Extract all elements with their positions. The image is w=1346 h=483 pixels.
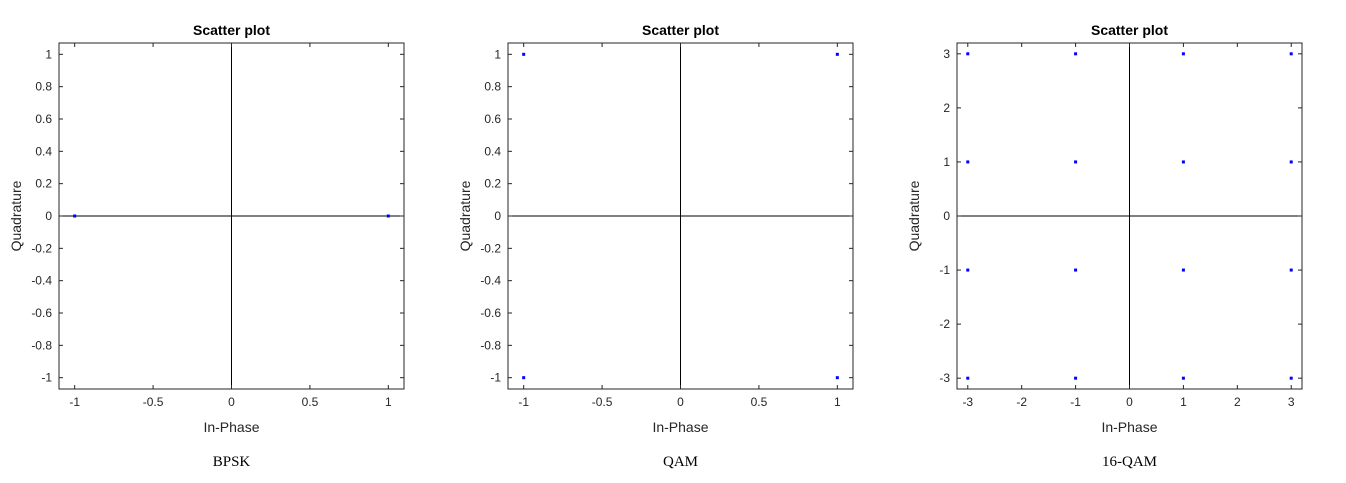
y-tick-label: 0.8 — [484, 80, 501, 94]
x-tick-label: -1 — [69, 395, 80, 409]
y-tick-label: 0.6 — [484, 112, 501, 126]
x-tick-label: 3 — [1288, 395, 1295, 409]
figure-caption: QAM — [663, 454, 698, 470]
y-tick-label: 0.2 — [484, 177, 501, 191]
y-tick-label: -0.2 — [480, 241, 501, 255]
x-tick-label: 0.5 — [302, 395, 319, 409]
data-point — [1289, 52, 1293, 56]
y-tick-label: 1 — [943, 155, 950, 169]
y-tick-label: -0.8 — [31, 338, 52, 352]
x-tick-label: 0 — [677, 395, 684, 409]
data-point — [522, 376, 526, 380]
data-point — [1181, 160, 1185, 164]
data-point — [966, 268, 970, 272]
y-axis-label: Quadrature — [906, 180, 922, 251]
data-point — [966, 52, 970, 56]
scatter-panel-bpsk: -1 -0.5 0 0.5 1 -1 -0.8 -0.6 -0.4 -0.2 0 0.2 0.4 0.6 0… — [8, 22, 405, 470]
y-tick-label: -0.4 — [480, 274, 501, 288]
x-tick-label: -0.5 — [592, 395, 613, 409]
y-tick-label: -2 — [939, 317, 950, 331]
y-tick-label: 2 — [943, 101, 950, 115]
y-tick-label: -1 — [490, 371, 501, 385]
data-point — [1181, 268, 1185, 272]
y-tick-label: 0.2 — [35, 177, 52, 191]
y-tick-label: 0.6 — [35, 112, 52, 126]
x-tick-label: 0 — [228, 395, 235, 409]
chart-title: Scatter plot — [193, 22, 270, 38]
y-tick-label: 0.4 — [484, 144, 501, 158]
y-tick-label: -0.8 — [480, 338, 501, 352]
data-point — [1181, 376, 1185, 380]
data-point — [1289, 268, 1293, 272]
figure-caption: 16-QAM — [1102, 454, 1157, 470]
x-tick-label: -1 — [518, 395, 529, 409]
y-tick-label: -0.4 — [31, 274, 52, 288]
x-tick-label: 0 — [1126, 395, 1133, 409]
data-point — [835, 376, 839, 380]
x-tick-label: 1 — [834, 395, 841, 409]
scatter-panel-qam: -1 -0.5 0 0.5 1 -1 -0.8 -0.6 -0.4 -0.2 0 0.2 0.4 0.6 0… — [457, 22, 854, 470]
x-tick-label: 1 — [385, 395, 392, 409]
x-tick-label: -3 — [962, 395, 973, 409]
data-point — [1181, 52, 1185, 56]
data-point — [1289, 376, 1293, 380]
x-tick-label: 2 — [1234, 395, 1241, 409]
y-tick-label: 3 — [943, 47, 950, 61]
data-point — [1074, 52, 1078, 56]
data-point — [1074, 376, 1078, 380]
y-tick-label: -0.6 — [480, 306, 501, 320]
y-tick-label: -0.6 — [31, 306, 52, 320]
y-tick-label: -1 — [41, 371, 52, 385]
x-axis-label: In-Phase — [203, 419, 259, 435]
y-tick-label: -1 — [939, 263, 950, 277]
data-point — [522, 52, 526, 56]
y-tick-label: 0 — [943, 209, 950, 223]
scatter-panel-16qam: -3 -2 -1 0 1 2 3 -3 -2 -1 0 1 2 3 Scatter plot In-Phase… — [906, 22, 1303, 470]
y-tick-label: -3 — [939, 371, 950, 385]
data-point — [966, 160, 970, 164]
chart-title: Scatter plot — [642, 22, 719, 38]
data-point — [1074, 268, 1078, 272]
y-tick-label: 0 — [494, 209, 501, 223]
x-tick-label: 0.5 — [751, 395, 768, 409]
data-point — [966, 376, 970, 380]
y-tick-label: -0.2 — [31, 241, 52, 255]
x-tick-label: -1 — [1070, 395, 1081, 409]
y-tick-label: 1 — [45, 47, 52, 61]
x-axis-label: In-Phase — [1101, 419, 1157, 435]
data-point — [1289, 160, 1293, 164]
y-tick-label: 0.4 — [35, 144, 52, 158]
y-axis-label: Quadrature — [8, 180, 24, 251]
chart-title: Scatter plot — [1091, 22, 1168, 38]
y-axis-label: Quadrature — [457, 180, 473, 251]
x-tick-label: 1 — [1180, 395, 1187, 409]
x-tick-label: -0.5 — [143, 395, 164, 409]
data-point — [386, 214, 390, 218]
y-tick-label: 0 — [45, 209, 52, 223]
x-tick-label: -2 — [1016, 395, 1027, 409]
data-point — [1074, 160, 1078, 164]
data-point — [835, 52, 839, 56]
y-tick-label: 1 — [494, 47, 501, 61]
y-tick-label: 0.8 — [35, 80, 52, 94]
figure-caption: BPSK — [213, 454, 251, 470]
data-point — [73, 214, 77, 218]
x-axis-label: In-Phase — [652, 419, 708, 435]
